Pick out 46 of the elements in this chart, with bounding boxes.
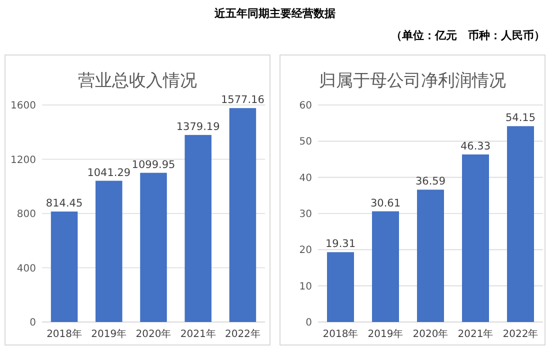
data-label: 30.61 xyxy=(370,197,401,210)
bar xyxy=(140,172,167,322)
data-label: 1099.95 xyxy=(132,158,176,171)
data-label: 1379.19 xyxy=(176,120,220,133)
data-label: 36.59 xyxy=(415,176,446,188)
y-tick-label: 10 xyxy=(299,281,312,292)
bar xyxy=(327,252,354,322)
text: （单位：亿元 币种：人民币） xyxy=(391,29,545,42)
x-tick-label: 2021年 xyxy=(458,328,494,340)
y-tick-label: 1600 xyxy=(10,100,36,112)
data-label: 1041.29 xyxy=(87,166,131,179)
data-label: 1577.16 xyxy=(220,94,265,106)
bar xyxy=(462,154,489,322)
y-tick-label: 400 xyxy=(16,263,36,274)
data-label: 54.15 xyxy=(505,112,536,124)
data-label: 814.45 xyxy=(46,198,83,210)
x-tick-label: 2018年 xyxy=(46,328,82,340)
data-label: 19.31 xyxy=(325,238,356,250)
y-tick-label: 40 xyxy=(299,172,312,184)
bar xyxy=(372,211,399,322)
y-tick-label: 30 xyxy=(299,209,312,220)
x-tick-label: 2022年 xyxy=(502,328,538,340)
x-tick-label: 2019年 xyxy=(368,328,404,340)
y-tick-label: 50 xyxy=(299,136,312,148)
y-tick-label: 0 xyxy=(30,318,36,328)
x-tick-label: 2020年 xyxy=(136,328,172,340)
y-tick-label: 60 xyxy=(299,100,312,112)
x-tick-label: 2018年 xyxy=(322,328,358,340)
data-label: 46.33 xyxy=(460,140,491,152)
x-tick-label: 2021年 xyxy=(180,328,216,340)
chart-title: 归属于母公司净利润情况 xyxy=(319,71,506,91)
y-tick-label: 0 xyxy=(306,318,312,328)
y-tick-label: 1200 xyxy=(10,154,36,166)
y-tick-label: 800 xyxy=(16,209,36,220)
bar xyxy=(50,212,78,322)
bar xyxy=(229,108,256,322)
text: 近五年同期主要经营数据 xyxy=(214,7,336,20)
chart-title: 营业总收入情况 xyxy=(78,71,197,91)
bar xyxy=(507,126,534,322)
x-tick-label: 2020年 xyxy=(412,328,448,340)
bar xyxy=(184,134,212,322)
y-tick-label: 20 xyxy=(299,245,312,256)
bar xyxy=(96,180,122,322)
x-tick-label: 2019年 xyxy=(91,328,127,340)
x-tick-label: 2022年 xyxy=(224,328,260,340)
bar xyxy=(417,190,444,322)
